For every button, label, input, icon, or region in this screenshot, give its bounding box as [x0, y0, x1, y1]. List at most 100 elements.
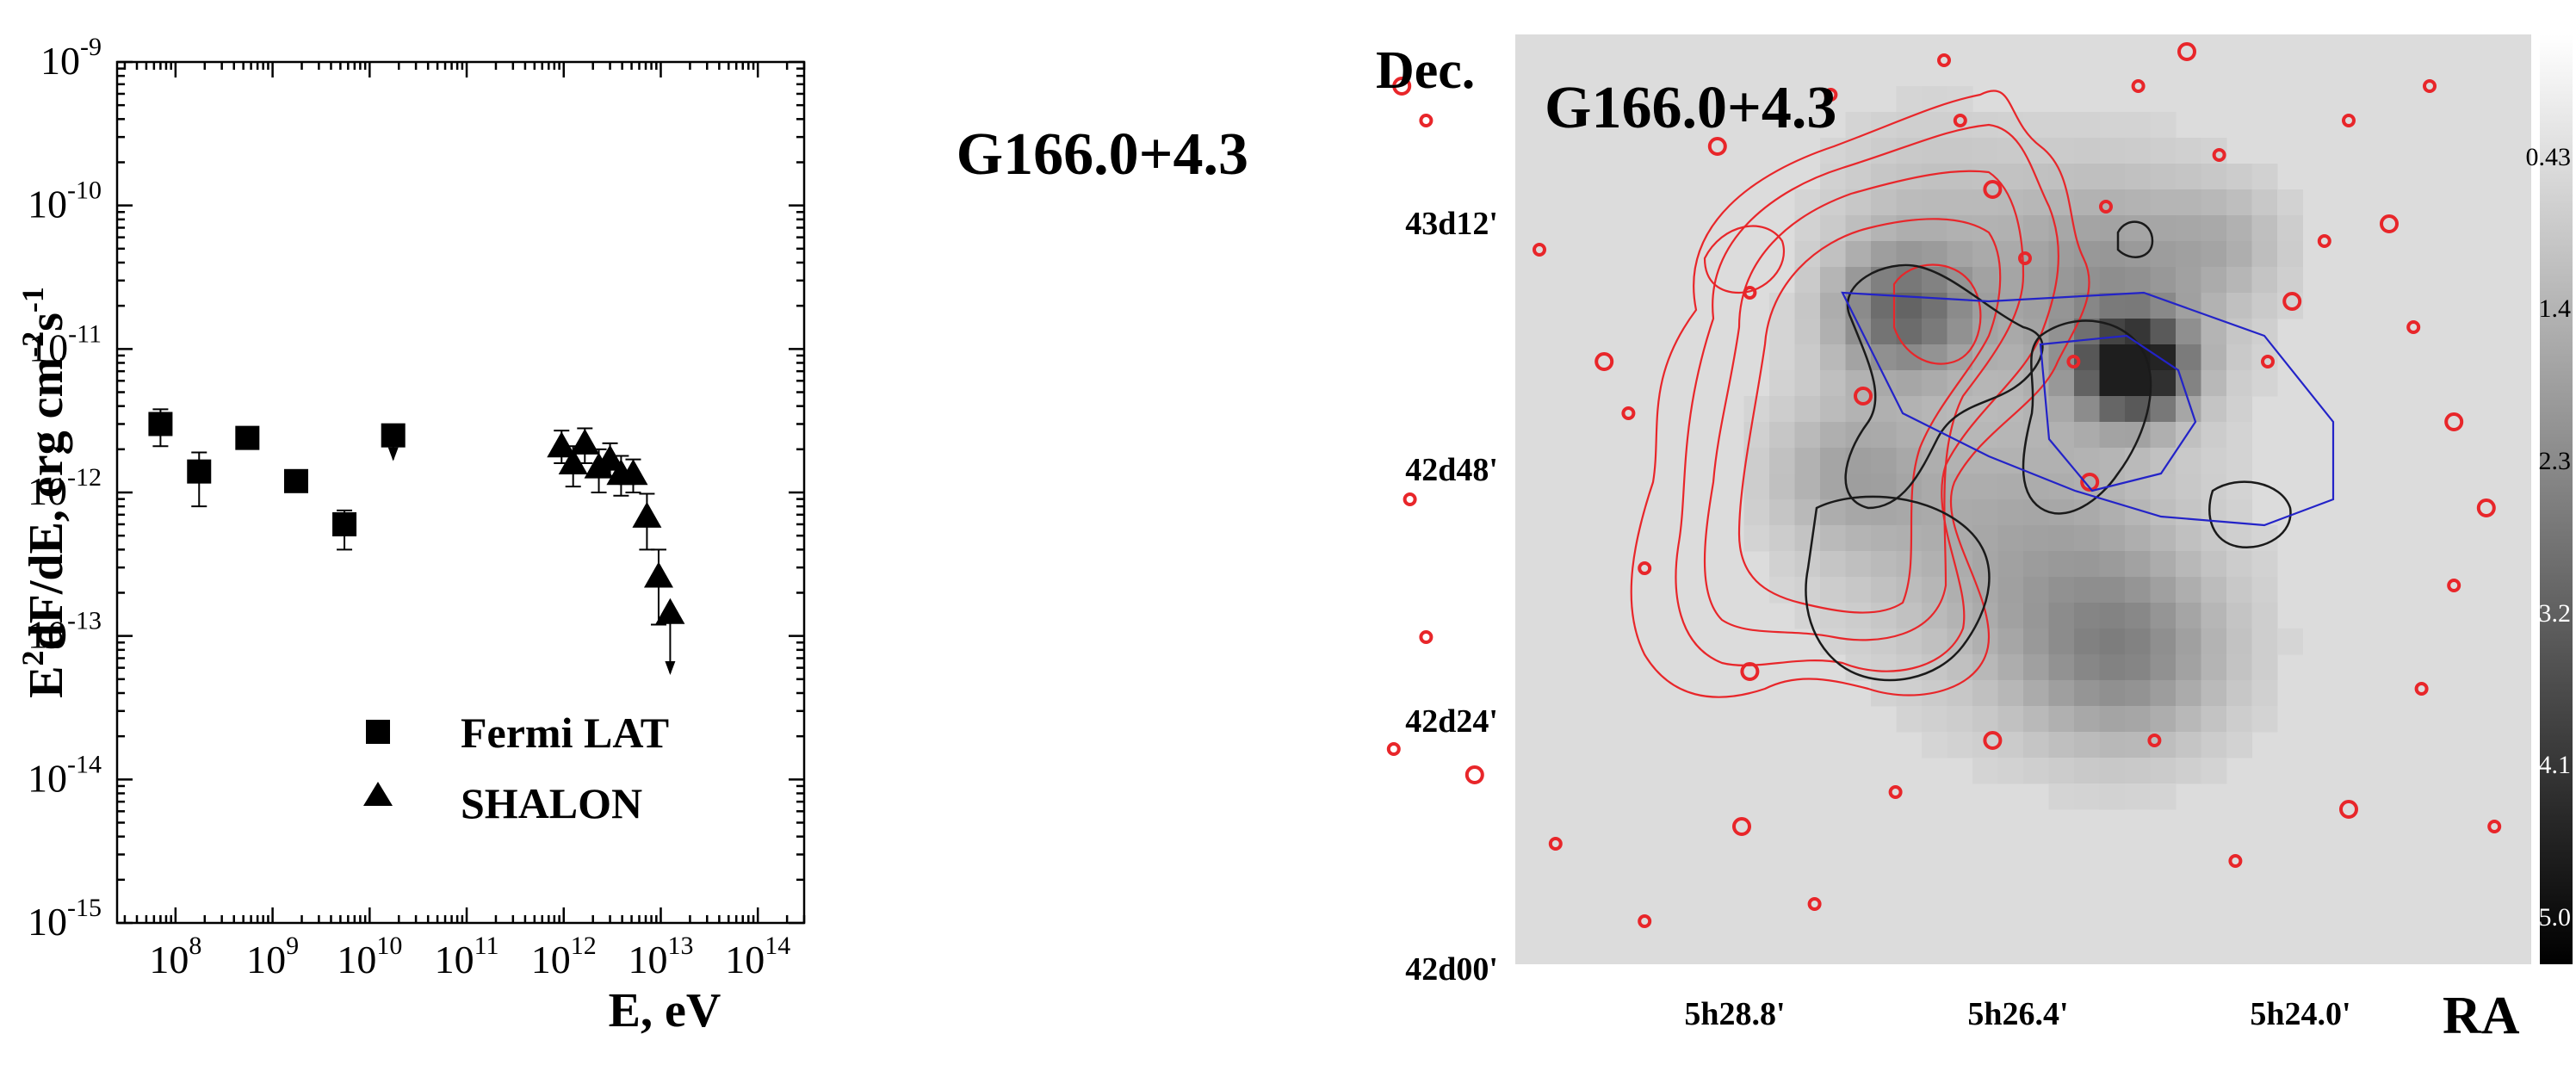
map-pixel: [1871, 654, 1897, 681]
map-pixel: [2099, 370, 2126, 397]
map-pixel: [1871, 164, 1897, 190]
map-pixel: [1896, 189, 1923, 216]
map-pixel: [2125, 112, 2151, 139]
map-pixel: [1972, 758, 1998, 784]
black-contour: [1844, 263, 2044, 510]
sed-title: G166.0+4.3: [957, 121, 1248, 188]
map-pixel: [1794, 189, 1821, 216]
map-pixel: [1794, 448, 1821, 474]
map-pixel: [2150, 474, 2177, 500]
map-pixel: [1922, 164, 1947, 190]
map-pixel: [1997, 628, 2024, 655]
map-pixel: [2251, 577, 2278, 604]
map-pixel: [1845, 525, 1872, 552]
map-pixel: [2099, 732, 2126, 759]
map-pixel: [1743, 525, 1770, 552]
map-x-axis-label: RA: [2443, 987, 2520, 1045]
map-pixel: [1871, 577, 1897, 604]
dec-tick-42d24: 42d24': [1405, 703, 1498, 740]
map-pixel: [2201, 732, 2227, 759]
map-pixel: [2201, 344, 2227, 371]
shalon-point: [618, 459, 648, 486]
map-pixel: [2176, 577, 2201, 604]
map-pixel: [2226, 706, 2252, 733]
map-pixel: [2201, 628, 2227, 655]
map-pixel: [2226, 267, 2252, 294]
colorbar-gradient: [2540, 34, 2573, 964]
y-tick-base: 10: [28, 900, 67, 944]
red-point-source: [2147, 734, 2162, 747]
map-pixel: [2150, 654, 2177, 681]
map-pixel: [1922, 732, 1947, 759]
map-pixel: [1820, 551, 1846, 578]
map-pixel: [1972, 577, 1998, 604]
map-pixel: [2150, 706, 2177, 733]
map-pixel: [1769, 344, 1795, 371]
map-pixel: [2201, 680, 2227, 707]
map-pixel: [1922, 370, 1947, 397]
map-pixel: [2201, 577, 2227, 604]
red-point-source: [1464, 765, 1484, 784]
map-pixel: [1896, 499, 1923, 526]
map-pixel: [2048, 551, 2075, 578]
map-pixel: [1972, 654, 1998, 681]
red-point-source: [2447, 579, 2461, 592]
map-pixel: [2201, 241, 2227, 268]
shalon-point: [595, 444, 625, 471]
x-tick-labels: 108 109 1010 1011 1012 1013 1014: [149, 932, 790, 981]
fermi-point: [332, 511, 357, 536]
map-pixel: [1997, 474, 2024, 500]
red-point-source: [2018, 251, 2032, 265]
map-pixel: [2099, 628, 2126, 655]
dec-tick-42d00: 42d00': [1405, 951, 1498, 988]
map-pixel: [2099, 164, 2126, 190]
black-contour: [2116, 220, 2154, 258]
map-pixel: [1820, 319, 1846, 345]
map-pixel: [1922, 577, 1947, 604]
map-pixel: [2125, 654, 2151, 681]
map-pixel: [2074, 732, 2100, 759]
y-tick-base: 10: [40, 39, 80, 83]
map-pixel: [2251, 215, 2278, 242]
legend-shalon-marker: [363, 782, 393, 806]
map-pixel: [2201, 396, 2227, 423]
map-pixel: [2226, 551, 2252, 578]
map-pixel: [2048, 370, 2075, 397]
map-pixel: [2201, 164, 2227, 190]
map-pixel: [1922, 706, 1947, 733]
y-tick-label: 10-14: [28, 750, 102, 800]
map-pixel: [2176, 189, 2201, 216]
red-point-source: [1937, 53, 1951, 67]
map-pixel: [1922, 319, 1947, 345]
map-pixel: [2023, 267, 2049, 294]
map-pixel: [1871, 448, 1897, 474]
red-point-source: [1386, 742, 1401, 756]
map-pixel: [1997, 241, 2024, 268]
map-pixel: [2277, 267, 2303, 294]
map-pixel: [1947, 241, 1973, 268]
x-tick-exp: 14: [765, 932, 790, 960]
map-pixel: [2048, 783, 2075, 810]
map-pixel: [1743, 499, 1770, 526]
map-pixel: [2099, 706, 2126, 733]
black-contour: [2022, 319, 2152, 515]
shalon-point: [570, 428, 600, 455]
map-pixel: [1871, 241, 1897, 268]
map-pixel: [2226, 577, 2252, 604]
red-contour: [1675, 123, 2060, 672]
x-tick-exp: 12: [571, 932, 597, 960]
map-pixel: [2074, 783, 2100, 810]
dec-tick-43d12: 43d12': [1405, 206, 1498, 242]
map-pixel: [1845, 577, 1872, 604]
red-point-source: [2212, 148, 2226, 162]
map-pixel: [2226, 293, 2252, 319]
map-pixel: [1922, 654, 1947, 681]
map-pixel: [2251, 654, 2278, 681]
x-tick-base: 10: [246, 938, 286, 981]
map-pixel: [2048, 474, 2075, 500]
red-point-source: [1638, 914, 1652, 928]
map-pixel: [1922, 628, 1947, 655]
map-pixel: [2150, 215, 2177, 242]
map-pixel: [2099, 603, 2126, 629]
map-pixel: [2226, 499, 2252, 526]
